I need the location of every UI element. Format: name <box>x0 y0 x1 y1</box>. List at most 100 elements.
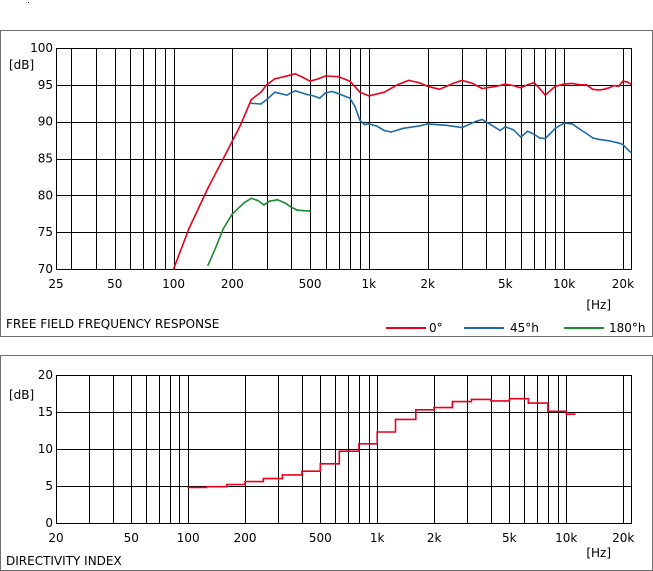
frequency-response-panel: 70 75 80 85 90 95 100 25 50 100 200 500 1k 2k 5k 10k 20k… <box>0 30 653 337</box>
data-point <box>417 125 420 127</box>
data-point <box>527 402 530 404</box>
data-point <box>402 127 405 130</box>
data-point <box>520 87 522 89</box>
data-point <box>376 125 378 127</box>
data-point <box>294 73 297 75</box>
data-point <box>317 78 319 80</box>
data-point <box>250 98 253 101</box>
horizontal-grid-lines <box>56 375 631 524</box>
series-path <box>251 89 632 154</box>
data-point <box>630 151 632 154</box>
x-tick-label: 1k <box>370 531 385 545</box>
data-point <box>383 129 386 132</box>
data-point <box>250 102 253 105</box>
data-point <box>597 89 600 91</box>
data-point <box>337 75 340 78</box>
x-tick-label: 100 <box>177 531 200 545</box>
horizontal-grid-lines <box>56 48 631 270</box>
data-point <box>433 406 435 409</box>
data-point <box>250 197 253 200</box>
legend: 0° 45°h 180°h <box>386 321 646 335</box>
x-tick-label: 200 <box>221 277 244 291</box>
data-point <box>349 80 351 82</box>
data-point <box>215 246 217 248</box>
data-point <box>613 84 615 87</box>
data-point <box>304 210 306 212</box>
data-point <box>471 82 474 85</box>
data-point <box>376 431 379 433</box>
data-point <box>626 148 628 150</box>
y-axis-unit-label: [dB] <box>9 58 34 72</box>
data-point <box>286 94 288 96</box>
data-point <box>394 418 397 421</box>
data-point <box>239 124 242 127</box>
y-tick-label: 100 <box>30 41 53 55</box>
x-tick-label: 20k <box>612 277 634 291</box>
series-path <box>172 73 632 270</box>
series-path <box>207 197 311 266</box>
data-point <box>499 129 501 132</box>
data-point <box>274 91 276 93</box>
data-point <box>368 123 370 125</box>
data-point <box>526 130 529 132</box>
data-point <box>243 201 245 204</box>
data-point <box>390 131 392 133</box>
x-tick-label: 2k <box>420 277 435 291</box>
data-point <box>318 97 321 99</box>
data-point <box>563 83 565 85</box>
data-point <box>626 81 628 83</box>
data-point <box>481 118 483 121</box>
data-point <box>268 200 271 202</box>
data-point <box>512 129 515 131</box>
x-tick-label: 50 <box>107 277 122 291</box>
data-point <box>630 83 632 85</box>
data-point <box>526 84 529 86</box>
data-point <box>597 138 600 141</box>
data-point <box>294 89 297 92</box>
data-point <box>305 93 308 96</box>
data-point <box>337 92 340 95</box>
data-point <box>309 80 311 82</box>
data-point <box>274 78 276 80</box>
data-point <box>554 127 556 130</box>
data-point <box>547 410 549 413</box>
data-point <box>622 80 624 82</box>
x-tick-label: 10k <box>553 277 575 291</box>
x-tick-label: 2k <box>427 531 442 545</box>
data-point <box>563 122 565 124</box>
data-point <box>585 84 588 86</box>
data-point <box>309 210 311 212</box>
data-point <box>617 85 620 88</box>
data-point <box>533 81 535 84</box>
x-tick-label: 500 <box>309 531 332 545</box>
data-point <box>504 83 507 85</box>
chart-title: DIRECTIVITY INDEX <box>6 554 122 568</box>
data-point <box>260 103 262 105</box>
series-line <box>172 73 632 270</box>
y-tick-label: 5 <box>45 479 53 493</box>
data-point <box>426 123 429 125</box>
data-point <box>302 76 304 79</box>
data-point <box>188 227 190 230</box>
data-point <box>260 91 262 93</box>
data-point <box>549 132 552 135</box>
data-point <box>571 82 573 85</box>
data-point <box>324 75 327 77</box>
y-tick-label: 0 <box>45 516 53 530</box>
data-point <box>222 227 225 230</box>
data-point <box>451 400 454 403</box>
data-point <box>359 91 361 93</box>
data-point <box>396 84 399 86</box>
data-point <box>415 409 417 411</box>
frequency-response-chart: 70 75 80 85 90 95 100 25 50 100 200 500 1k 2k 5k 10k 20k… <box>6 41 646 335</box>
data-point <box>617 142 620 144</box>
data-point <box>319 463 322 465</box>
data-point <box>359 119 361 121</box>
y-tick-label: 15 <box>38 405 53 419</box>
data-point <box>207 187 209 189</box>
data-point <box>426 85 429 88</box>
x-axis-unit-label: [Hz] <box>586 546 611 560</box>
y-tick-label: 90 <box>38 115 53 129</box>
data-point <box>445 124 448 127</box>
data-point <box>608 87 610 89</box>
